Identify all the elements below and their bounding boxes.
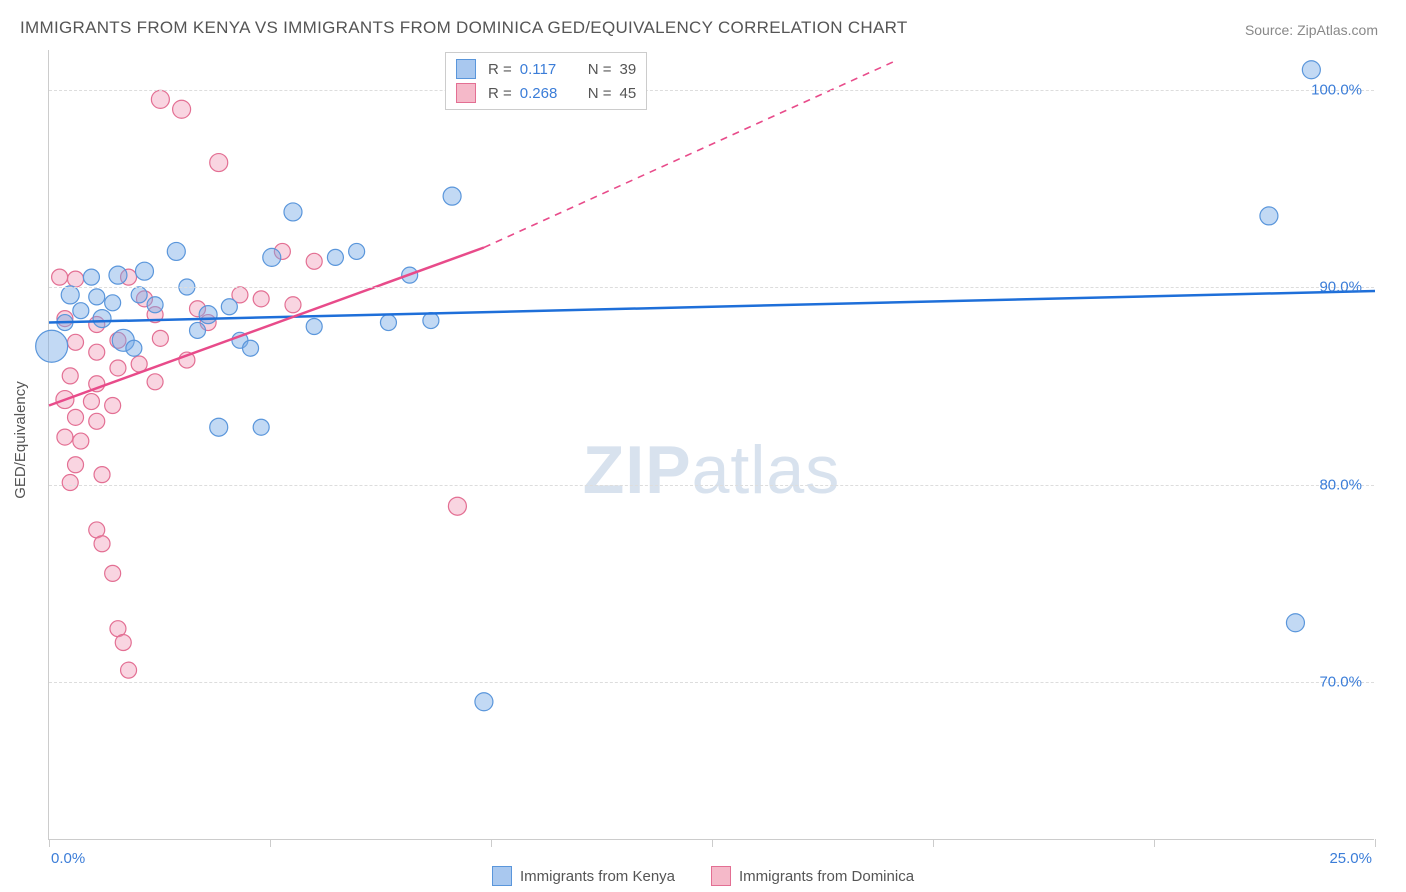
r-value-kenya: 0.117 (520, 61, 570, 78)
y-axis-label: GED/Equivalency (12, 381, 29, 499)
legend-label-kenya: Immigrants from Kenya (520, 868, 675, 885)
plot-svg (49, 50, 1374, 839)
y-tick-label: 80.0% (1319, 476, 1362, 493)
x-tick-label: 0.0% (51, 850, 85, 867)
legend-label-dominica: Immigrants from Dominica (739, 868, 914, 885)
series-legend: Immigrants from Kenya Immigrants from Do… (0, 866, 1406, 886)
x-tick (1154, 839, 1155, 847)
swatch-kenya (492, 866, 512, 886)
gridline (49, 682, 1374, 683)
y-tick-label: 90.0% (1319, 279, 1362, 296)
x-tick-label: 25.0% (1329, 850, 1372, 867)
legend-row-kenya: R = 0.117 N = 39 (456, 57, 636, 81)
r-label: R = (488, 61, 512, 78)
source-label: Source: ZipAtlas.com (1245, 22, 1378, 38)
legend-item-kenya: Immigrants from Kenya (492, 866, 675, 886)
chart-title: IMMIGRANTS FROM KENYA VS IMMIGRANTS FROM… (20, 18, 908, 38)
n-value-kenya: 39 (620, 61, 637, 78)
gridline (49, 90, 1374, 91)
y-tick-label: 70.0% (1319, 674, 1362, 691)
x-tick (712, 839, 713, 847)
x-tick (933, 839, 934, 847)
r-value-dominica: 0.268 (520, 85, 570, 102)
legend-row-dominica: R = 0.268 N = 45 (456, 81, 636, 105)
gridline (49, 485, 1374, 486)
correlation-legend: R = 0.117 N = 39 R = 0.268 N = 45 (445, 52, 647, 110)
x-tick (270, 839, 271, 847)
legend-item-dominica: Immigrants from Dominica (711, 866, 914, 886)
chart-area: ZIPatlas 70.0%80.0%90.0%100.0%0.0%25.0% (48, 50, 1374, 840)
swatch-dominica (711, 866, 731, 886)
n-label: N = (588, 61, 612, 78)
x-tick (1375, 839, 1376, 847)
x-tick (49, 839, 50, 847)
r-label: R = (488, 85, 512, 102)
n-label: N = (588, 85, 612, 102)
gridline (49, 287, 1374, 288)
n-value-dominica: 45 (620, 85, 637, 102)
x-tick (491, 839, 492, 847)
swatch-kenya (456, 59, 476, 79)
swatch-dominica (456, 83, 476, 103)
y-tick-label: 100.0% (1311, 81, 1362, 98)
